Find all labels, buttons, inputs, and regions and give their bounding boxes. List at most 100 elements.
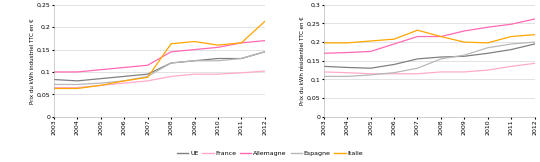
Italie [144, 76, 151, 78]
France [144, 80, 151, 82]
Legend: UE, France, Allemagne, Espagne, Italie: UE, France, Allemagne, Espagne, Italie [174, 149, 366, 159]
Italie [391, 38, 397, 40]
France [461, 71, 468, 73]
Italie [367, 40, 374, 42]
Espagne [238, 58, 245, 59]
Line: France: France [324, 63, 535, 74]
Allemagne [121, 66, 127, 68]
UE [461, 55, 468, 57]
France [391, 73, 397, 75]
UE [508, 49, 515, 51]
Espagne [74, 83, 80, 85]
Italie [508, 36, 515, 38]
Allemagne [438, 36, 444, 38]
Allemagne [508, 23, 515, 25]
Allemagne [98, 69, 104, 71]
France [215, 73, 221, 75]
Espagne [344, 75, 350, 77]
UE [438, 56, 444, 58]
UE [391, 64, 397, 65]
Italie [484, 42, 491, 44]
Italie [191, 40, 198, 42]
UE [367, 67, 374, 69]
Espagne [215, 60, 221, 62]
Italie [261, 20, 268, 22]
Allemagne [321, 52, 327, 54]
Line: UE: UE [324, 44, 535, 68]
Espagne [261, 51, 268, 53]
Allemagne [191, 49, 198, 51]
Espagne [508, 43, 515, 45]
Allemagne [144, 64, 151, 66]
UE [51, 79, 57, 81]
France [531, 62, 538, 64]
Line: UE: UE [54, 52, 265, 81]
France [98, 84, 104, 86]
France [321, 71, 327, 73]
Espagne [98, 82, 104, 84]
Allemagne [51, 71, 57, 73]
Allemagne [391, 43, 397, 45]
Espagne [321, 75, 327, 77]
Line: Allemagne: Allemagne [54, 41, 265, 72]
UE [74, 80, 80, 82]
Espagne [391, 72, 397, 74]
Espagne [531, 41, 538, 43]
France [74, 87, 80, 89]
UE [144, 73, 151, 75]
UE [321, 65, 327, 67]
France [261, 70, 268, 72]
UE [215, 58, 221, 59]
Line: Allemagne: Allemagne [324, 19, 535, 53]
Italie [344, 42, 350, 44]
Espagne [367, 74, 374, 76]
Line: Espagne: Espagne [54, 52, 265, 84]
UE [168, 62, 174, 64]
Allemagne [74, 71, 80, 73]
Italie [74, 87, 80, 89]
Allemagne [168, 51, 174, 53]
Espagne [484, 47, 491, 49]
Allemagne [238, 42, 245, 44]
Italie [215, 44, 221, 46]
France [344, 72, 350, 74]
Espagne [51, 83, 57, 85]
Italie [531, 34, 538, 36]
Italie [238, 42, 245, 44]
UE [484, 52, 491, 54]
Espagne [191, 60, 198, 62]
France [51, 87, 57, 89]
Allemagne [367, 51, 374, 52]
Italie [461, 41, 468, 43]
France [121, 82, 127, 84]
UE [261, 51, 268, 53]
Allemagne [261, 40, 268, 42]
Y-axis label: Prix du kWh résidentiel TTC en €: Prix du kWh résidentiel TTC en € [300, 16, 305, 105]
Espagne [461, 54, 468, 56]
France [508, 65, 515, 67]
UE [121, 75, 127, 77]
Line: Italie: Italie [54, 21, 265, 88]
Italie [98, 84, 104, 86]
Allemagne [484, 26, 491, 28]
UE [98, 78, 104, 80]
Espagne [414, 67, 421, 69]
Italie [321, 42, 327, 44]
Allemagne [531, 18, 538, 20]
UE [238, 58, 245, 59]
Allemagne [461, 30, 468, 32]
France [238, 72, 245, 74]
France [438, 71, 444, 73]
Allemagne [414, 36, 421, 38]
Italie [51, 87, 57, 89]
Espagne [144, 75, 151, 77]
UE [344, 66, 350, 68]
Espagne [438, 58, 444, 60]
Italie [414, 29, 421, 31]
Italie [168, 43, 174, 45]
Espagne [168, 62, 174, 64]
Line: Italie: Italie [324, 30, 535, 43]
Line: France: France [54, 71, 265, 88]
Italie [438, 36, 444, 38]
France [191, 73, 198, 75]
